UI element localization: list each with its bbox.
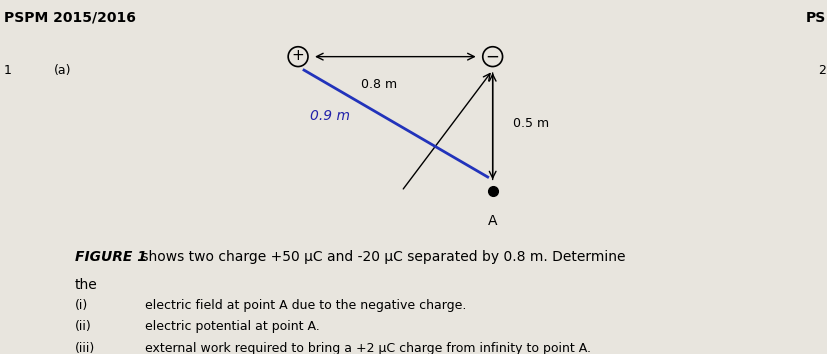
Text: 0.5 m: 0.5 m bbox=[513, 118, 549, 130]
Text: (iii): (iii) bbox=[74, 342, 94, 354]
Text: (a): (a) bbox=[54, 64, 71, 77]
Text: (ii): (ii) bbox=[74, 320, 91, 333]
Text: external work required to bring a +2 μC charge from infinity to point A.: external work required to bring a +2 μC … bbox=[145, 342, 590, 354]
Text: electric potential at point A.: electric potential at point A. bbox=[145, 320, 319, 333]
Text: PS: PS bbox=[805, 11, 825, 25]
Text: 1: 1 bbox=[4, 64, 12, 77]
Text: −: − bbox=[485, 48, 499, 65]
Text: A: A bbox=[487, 214, 497, 228]
Text: the: the bbox=[74, 278, 97, 292]
Text: shows two charge +50 μC and -20 μC separated by 0.8 m. Determine: shows two charge +50 μC and -20 μC separ… bbox=[136, 250, 624, 264]
Text: (i): (i) bbox=[74, 299, 88, 312]
Text: 2: 2 bbox=[817, 64, 825, 77]
Text: FIGURE 1: FIGURE 1 bbox=[74, 250, 146, 264]
Text: +: + bbox=[291, 48, 304, 63]
Text: 0.8 m: 0.8 m bbox=[361, 78, 396, 91]
Text: electric field at point A due to the negative charge.: electric field at point A due to the neg… bbox=[145, 299, 466, 312]
Text: PSPM 2015/2016: PSPM 2015/2016 bbox=[4, 11, 136, 25]
Text: 0.9 m: 0.9 m bbox=[309, 109, 349, 124]
